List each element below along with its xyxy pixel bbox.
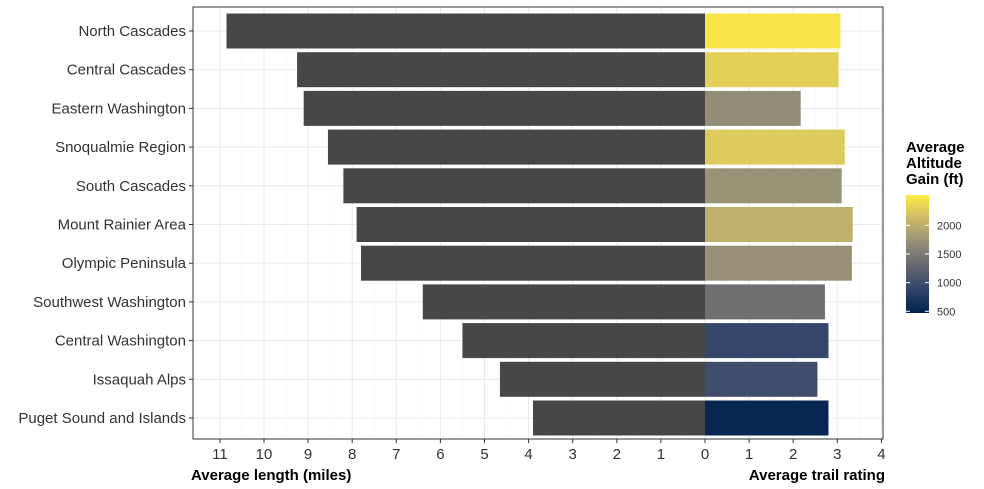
x-tick-label: 4 [877, 446, 885, 463]
bar-rating [705, 323, 829, 359]
bar-length [422, 284, 705, 320]
bar-rating [705, 52, 839, 88]
x-tick-label: 0 [701, 446, 709, 463]
region-labels: North Cascades Central Cascades Eastern Wa… [18, 23, 193, 427]
x-tick-label: 11 [212, 446, 228, 463]
bar-rating [705, 245, 852, 281]
legend-colorbar [906, 195, 929, 313]
x-axis-ticks: 11 10 9 8 7 6 5 4 3 2 1 0 1 2 3 4 [212, 439, 886, 463]
x-tick-label: 2 [613, 446, 621, 463]
bar-length [361, 245, 705, 281]
region-label: Central Cascades [67, 62, 186, 79]
region-label: Central Washington [55, 333, 186, 350]
legend-title-line-3: Gain (ft) [906, 171, 964, 188]
bar-rating [705, 361, 818, 397]
region-label: Olympic Peninsula [62, 255, 187, 272]
bar-length [226, 13, 705, 49]
bar-length [499, 361, 705, 397]
bar-length [343, 168, 705, 204]
x-tick-label: 8 [348, 446, 356, 463]
legend-tick-label: 2000 [937, 220, 961, 232]
x-tick-label: 1 [745, 446, 753, 463]
legend-tick-label: 1500 [937, 249, 961, 261]
bar-length [297, 52, 705, 88]
legend-title-line-1: Average [906, 139, 965, 156]
bar-rating [705, 129, 845, 165]
plot-border [192, 6, 884, 440]
region-label: Southwest Washington [33, 294, 186, 311]
x-axis-title-left: Average length (miles) [191, 467, 351, 484]
x-tick-label: 6 [436, 446, 444, 463]
x-tick-label: 10 [256, 446, 273, 463]
x-tick-label: 7 [392, 446, 400, 463]
bar-length [533, 400, 705, 436]
region-label: North Cascades [78, 23, 186, 40]
bar-length [327, 129, 705, 165]
x-axis-title-right: Average trail rating [749, 467, 885, 484]
bar-rating [705, 284, 825, 320]
x-tick-label: 3 [569, 446, 577, 463]
x-tick-label: 1 [657, 446, 665, 463]
region-label: Issaquah Alps [93, 371, 186, 388]
region-label: Eastern Washington [51, 100, 186, 117]
region-label: South Cascades [76, 178, 186, 195]
x-tick-label: 5 [480, 446, 488, 463]
x-tick-label: 4 [524, 446, 532, 463]
region-label: Snoqualmie Region [55, 139, 186, 156]
region-label: Mount Rainier Area [58, 217, 187, 234]
bar-rating [705, 90, 801, 126]
legend-tick-label: 1000 [937, 278, 961, 290]
legend-title-line-2: Altitude [906, 155, 962, 172]
bar-length [462, 323, 705, 359]
region-label: Puget Sound and Islands [18, 410, 186, 427]
legend-ticks: 2000 1500 1000 500 [906, 220, 961, 318]
legend: Average Altitude Gain (ft) 2000 1500 1000 5… [906, 139, 965, 318]
legend-tick-label: 500 [937, 306, 955, 318]
bar-length [303, 90, 705, 126]
bar-rating [705, 207, 853, 242]
bars [226, 13, 853, 436]
x-tick-label: 9 [304, 446, 312, 463]
x-tick-label: 3 [833, 446, 841, 463]
bar-rating [705, 400, 829, 436]
bar-rating [705, 13, 841, 49]
bar-length [356, 207, 705, 242]
x-tick-label: 2 [789, 446, 797, 463]
bar-rating [705, 168, 842, 204]
